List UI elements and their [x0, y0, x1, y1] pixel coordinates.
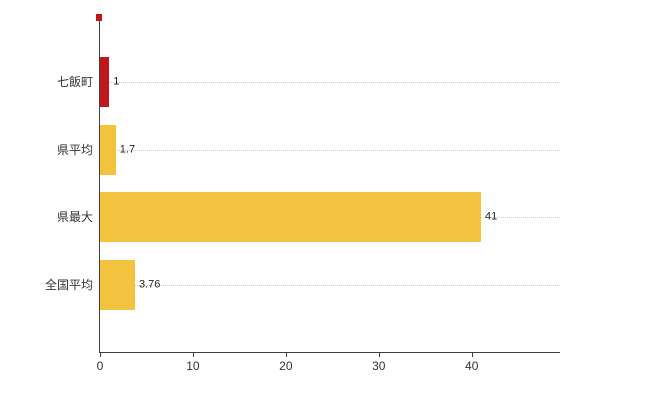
bar-県最大 [100, 192, 481, 243]
value-label: 3.76 [138, 278, 161, 291]
value-label: 1 [113, 75, 120, 88]
x-tick-mark [192, 353, 194, 357]
category-label: 県最大 [56, 210, 93, 225]
value-label: 41 [485, 210, 498, 223]
x-tick-label: 0 [96, 359, 104, 373]
category-label: 七飯町 [56, 75, 93, 90]
x-tick-mark [285, 353, 287, 357]
x-tick-mark [100, 353, 101, 357]
x-tick-label: 10 [186, 359, 200, 373]
bar-七飯町 [100, 57, 110, 108]
gridline [100, 284, 560, 286]
gridline [100, 149, 560, 151]
axis-top-mark [96, 14, 102, 21]
x-tick-label: 20 [279, 359, 293, 373]
bar-全国平均 [100, 259, 135, 310]
x-tick-label: 40 [465, 359, 479, 373]
gridline [100, 82, 560, 84]
category-label: 県平均 [56, 142, 93, 157]
x-axis-line [99, 352, 560, 353]
value-label: 1.7 [119, 143, 136, 156]
y-axis-line [99, 15, 100, 352]
bar-県平均 [100, 124, 116, 175]
x-tick-mark [471, 353, 473, 357]
x-tick-mark [378, 353, 380, 357]
x-tick-label: 30 [372, 359, 386, 373]
category-label: 全国平均 [44, 277, 93, 292]
